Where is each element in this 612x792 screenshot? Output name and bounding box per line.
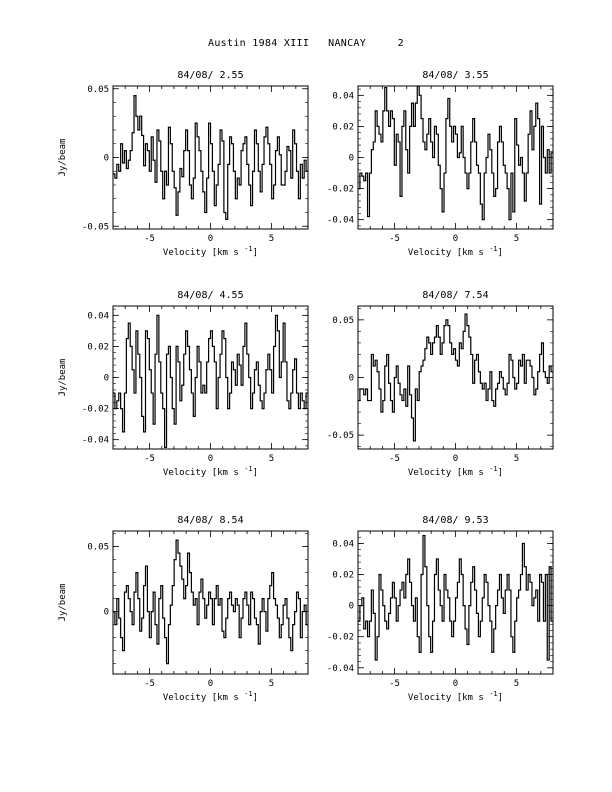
x-tick-label: 0 — [453, 234, 458, 244]
x-tick-label: -5 — [144, 234, 155, 244]
y-tick-label: -0.02 — [327, 633, 354, 643]
spectrum-line — [358, 313, 553, 442]
x-axis-label-text: Velocity [km s — [163, 248, 244, 258]
x-axis-label-exponent: -1 — [489, 690, 497, 698]
y-tick-label: 0.04 — [332, 539, 354, 549]
y-axis-label: Jy/beam — [58, 584, 68, 622]
spectrum-panel-4: 84/08/ 7.54 -5 0 5 0.05 0 -0.05 Velocity [km s … — [327, 290, 554, 478]
spectrum-line — [113, 314, 308, 449]
x-axis-label-exponent: -1 — [489, 245, 497, 253]
page-title: Austin 1984 XIII NANCAY 2 — [208, 38, 404, 49]
x-tick-label: 5 — [269, 679, 274, 689]
x-axis-label-close: ] — [498, 248, 503, 258]
y-tick-label: 0 — [349, 154, 354, 164]
y-axis-label: Jy/beam — [58, 139, 68, 177]
plot-frame — [112, 85, 309, 230]
x-tick-label: 0 — [453, 679, 458, 689]
spectrum-line — [113, 539, 308, 665]
y-tick-label: 0 — [349, 374, 354, 384]
y-tick-label: 0 — [104, 608, 109, 618]
x-tick-label: 0 — [208, 454, 213, 464]
y-tick-label: 0.04 — [87, 311, 109, 321]
y-tick-label: -0.02 — [82, 405, 109, 415]
spectrum-panel-2: 84/08/ 3.55 -5 0 5 0.04 0.02 0 -0.02 -0.04 Veloci… — [327, 70, 554, 258]
spectrum-line — [113, 95, 308, 220]
x-axis-label-exponent: -1 — [244, 245, 252, 253]
y-tick-label: 0 — [104, 374, 109, 384]
x-tick-label: 5 — [514, 234, 519, 244]
y-tick-label: 0.05 — [332, 316, 354, 326]
x-axis-label: Velocity [km s -1] — [163, 690, 258, 703]
y-tick-label: -0.04 — [327, 216, 354, 226]
y-tick-label: -0.05 — [82, 222, 109, 232]
panel-title: 84/08/ 2.55 — [177, 70, 243, 81]
y-tick-label: -0.02 — [327, 185, 354, 195]
y-tick-label: 0.04 — [332, 91, 354, 101]
x-tick-label: 0 — [208, 234, 213, 244]
x-axis-label: Velocity [km s -1] — [408, 465, 503, 478]
x-axis-label-close: ] — [253, 693, 258, 703]
y-tick-label: 0 — [349, 602, 354, 612]
x-tick-label: -5 — [389, 234, 400, 244]
spectrum-panel-1: 84/08/ 2.55 -5 0 5 0.05 0 -0.05 Velocity [km s … — [58, 70, 309, 258]
x-axis-label-text: Velocity [km s — [408, 248, 489, 258]
spectrum-panel-6: 84/08/ 9.53 -5 0 5 0.04 0.02 0 -0.02 -0.04 Veloci… — [327, 515, 554, 703]
y-tick-label: -0.04 — [327, 664, 354, 674]
x-axis-label: Velocity [km s -1] — [408, 245, 503, 258]
y-tick-label: 0.05 — [87, 543, 109, 553]
x-axis-label: Velocity [km s -1] — [163, 465, 258, 478]
x-axis-label-close: ] — [253, 248, 258, 258]
spectrum-line — [358, 86, 553, 221]
x-tick-label: 5 — [269, 234, 274, 244]
x-tick-label: 0 — [208, 679, 213, 689]
y-tick-label: 0.02 — [332, 122, 354, 132]
x-axis-label-close: ] — [253, 468, 258, 478]
y-tick-label: 0 — [104, 154, 109, 164]
x-axis-label-close: ] — [498, 468, 503, 478]
panel-title: 84/08/ 8.54 — [177, 515, 243, 526]
x-tick-label: 5 — [514, 454, 519, 464]
y-tick-label: 0.02 — [87, 342, 109, 352]
x-tick-label: -5 — [389, 454, 400, 464]
x-axis-label-exponent: -1 — [244, 465, 252, 473]
x-tick-label: -5 — [144, 454, 155, 464]
y-tick-label: 0.05 — [87, 85, 109, 95]
x-tick-label: 0 — [453, 454, 458, 464]
x-tick-label: 5 — [514, 679, 519, 689]
x-axis-label-text: Velocity [km s — [408, 468, 489, 478]
x-axis-label-close: ] — [498, 693, 503, 703]
x-axis-label-text: Velocity [km s — [163, 693, 244, 703]
plot-frame — [112, 530, 309, 675]
x-tick-label: -5 — [144, 679, 155, 689]
x-axis-label: Velocity [km s -1] — [408, 690, 503, 703]
spectrum-panel-3: 84/08/ 4.55 -5 0 5 0.04 0.02 0 -0.02 -0.04 Veloci… — [58, 290, 309, 478]
x-tick-label: -5 — [389, 679, 400, 689]
y-tick-label: -0.04 — [82, 436, 109, 446]
x-tick-label: 5 — [269, 454, 274, 464]
x-axis-label: Velocity [km s -1] — [163, 245, 258, 258]
x-axis-label-text: Velocity [km s — [163, 468, 244, 478]
y-tick-label: 0.02 — [332, 571, 354, 581]
y-axis-label: Jy/beam — [58, 359, 68, 397]
x-axis-label-text: Velocity [km s — [408, 693, 489, 703]
panel-title: 84/08/ 7.54 — [422, 290, 488, 301]
x-axis-label-exponent: -1 — [244, 690, 252, 698]
panel-title: 84/08/ 3.55 — [422, 70, 488, 81]
y-tick-label: -0.05 — [327, 431, 354, 441]
panel-title: 84/08/ 4.55 — [177, 290, 243, 301]
x-axis-label-exponent: -1 — [489, 465, 497, 473]
panel-title: 84/08/ 9.53 — [422, 515, 488, 526]
spectrum-line — [358, 535, 553, 661]
